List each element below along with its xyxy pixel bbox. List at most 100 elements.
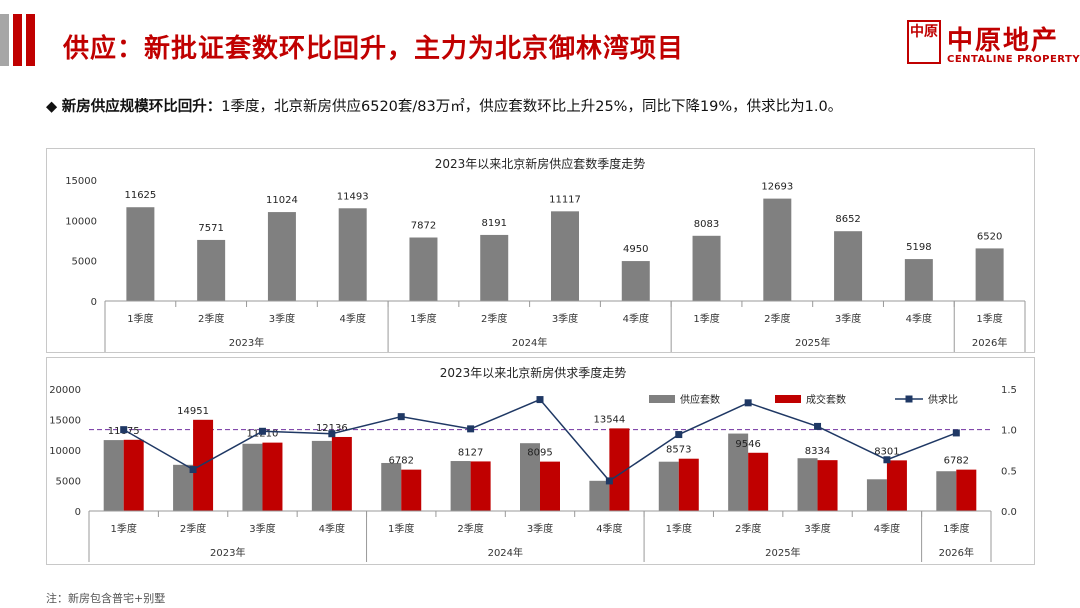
- legend-swatch: [905, 395, 913, 403]
- supply-demand-chart: 2023年以来北京新房供求季度走势 0 5000 10000 15000 20000 0.0…: [46, 357, 1035, 565]
- x-tick-label: 4季度: [906, 312, 932, 325]
- supply-bar: [728, 433, 749, 511]
- supply-bar: [763, 198, 792, 301]
- ratio-point: [397, 413, 405, 421]
- x-group-label: 2024年: [488, 546, 523, 559]
- page-title: 供应：新批证套数环比回升，主力为北京御林湾项目: [63, 34, 685, 64]
- y-tick-label: 15000: [49, 416, 81, 427]
- data-label: 11493: [337, 191, 369, 202]
- transaction-bar: [540, 461, 560, 511]
- x-tick-label: 3季度: [835, 312, 861, 325]
- supply-bar: [480, 234, 509, 301]
- x-tick-label: 1季度: [111, 522, 137, 535]
- x-tick-label: 1季度: [666, 522, 692, 535]
- bullet-text: 1季度，北京新房供应6520套/83万㎡，供应套数环比上升25%，同比下降19%…: [221, 99, 843, 115]
- supply-bar: [381, 462, 402, 511]
- x-tick-label: 4季度: [319, 522, 345, 535]
- supply-bar: [126, 207, 155, 301]
- y-tick-label: 20000: [49, 385, 81, 396]
- ratio-point: [744, 399, 752, 407]
- y2-tick-label: 0.5: [1001, 466, 1017, 477]
- data-label: 8127: [458, 447, 483, 458]
- supply-bar: [975, 248, 1004, 301]
- supply-bar: [692, 235, 721, 301]
- logo-text-cn: 中原地产: [947, 26, 1060, 56]
- supply-bar: [197, 239, 226, 301]
- data-label: 8301: [874, 446, 899, 457]
- y-tick-label: 0: [75, 507, 81, 518]
- ratio-point: [605, 477, 613, 485]
- bullet-heading: 新房供应规模环比回升：: [61, 99, 222, 115]
- legend-label: 供应套数: [680, 393, 720, 406]
- x-group-label: 2025年: [795, 336, 830, 349]
- data-label: 14951: [177, 406, 209, 417]
- ratio-point: [952, 429, 960, 437]
- supply-bar: [311, 440, 332, 511]
- data-label: 8083: [694, 219, 719, 230]
- x-tick-label: 2季度: [735, 522, 761, 535]
- transaction-bar: [609, 428, 630, 511]
- data-label: 8652: [835, 214, 860, 225]
- footnote: 注：新房包含普宅+别墅: [46, 592, 166, 605]
- ratio-point: [536, 396, 544, 404]
- x-tick-label: 4季度: [623, 312, 649, 325]
- x-tick-label: 2季度: [764, 312, 790, 325]
- x-tick-label: 2季度: [180, 522, 206, 535]
- transaction-bar: [956, 469, 977, 511]
- x-group-label: 2023年: [210, 546, 245, 559]
- ratio-point: [883, 456, 891, 464]
- transaction-bar: [817, 460, 838, 511]
- supply-bar: [450, 461, 471, 511]
- supply-bar: [173, 464, 194, 511]
- y2-tick-label: 0.0: [1001, 507, 1017, 518]
- data-label: 8334: [805, 446, 830, 457]
- data-label: 11625: [124, 190, 156, 201]
- header-accent-bars: [0, 14, 35, 66]
- supply-bar: [797, 458, 818, 511]
- data-label: 12136: [316, 423, 348, 434]
- supply-bar: [409, 237, 438, 301]
- transaction-bar: [470, 461, 491, 511]
- data-label: 8191: [482, 218, 507, 229]
- x-group-label: 2023年: [229, 336, 264, 349]
- y2-tick-label: 1.5: [1001, 385, 1017, 396]
- x-tick-label: 1季度: [943, 522, 969, 535]
- y-tick-label: 0: [91, 297, 97, 308]
- data-label: 5198: [906, 242, 931, 253]
- data-label: 8095: [527, 448, 552, 459]
- data-label: 6782: [389, 456, 414, 467]
- diamond-icon: ◆: [46, 99, 58, 115]
- supply-bar: [589, 480, 610, 511]
- summary-bullet: ◆ 新房供应规模环比回升：1季度，北京新房供应6520套/83万㎡，供应套数环比…: [46, 95, 842, 116]
- ratio-point: [258, 427, 266, 435]
- ratio-point: [467, 425, 475, 433]
- y2-tick-label: 1.0: [1001, 426, 1017, 437]
- transaction-bar: [401, 469, 422, 511]
- chart-title: 2023年以来北京新房供求季度走势: [440, 365, 627, 380]
- data-label: 6782: [944, 456, 969, 467]
- y-tick-label: 5000: [56, 477, 81, 488]
- y-tick-label: 10000: [65, 216, 97, 227]
- data-label: 4950: [623, 244, 648, 255]
- x-tick-label: 2季度: [457, 522, 483, 535]
- transaction-bar: [123, 439, 144, 511]
- legend-label: 成交套数: [806, 393, 846, 406]
- transaction-bar: [678, 458, 699, 511]
- supply-chart: 2023年以来北京新房供应套数季度走势 0 5000 10000 15000 11625 7…: [46, 148, 1035, 353]
- x-tick-label: 4季度: [596, 522, 622, 535]
- y-tick-label: 15000: [65, 176, 97, 187]
- x-tick-label: 1季度: [693, 312, 719, 325]
- data-label: 13544: [593, 414, 625, 425]
- x-group-label: 2024年: [512, 336, 547, 349]
- supply-chart-svg: 2023年以来北京新房供应套数季度走势 0 5000 10000 15000 11625 7…: [65, 156, 1026, 352]
- x-tick-label: 4季度: [874, 522, 900, 535]
- supply-bar: [103, 440, 124, 511]
- x-tick-label: 4季度: [340, 312, 366, 325]
- legend-swatch: [649, 395, 675, 403]
- supply-bar: [242, 443, 263, 511]
- supply-bar: [621, 261, 650, 301]
- logo-text-en: CENTALINE PROPERTY: [947, 54, 1080, 65]
- supply-demand-chart-svg: 2023年以来北京新房供求季度走势 0 5000 10000 15000 20000 0.0…: [49, 365, 1017, 562]
- supply-bar: [551, 211, 579, 301]
- x-tick-label: 1季度: [976, 312, 1002, 325]
